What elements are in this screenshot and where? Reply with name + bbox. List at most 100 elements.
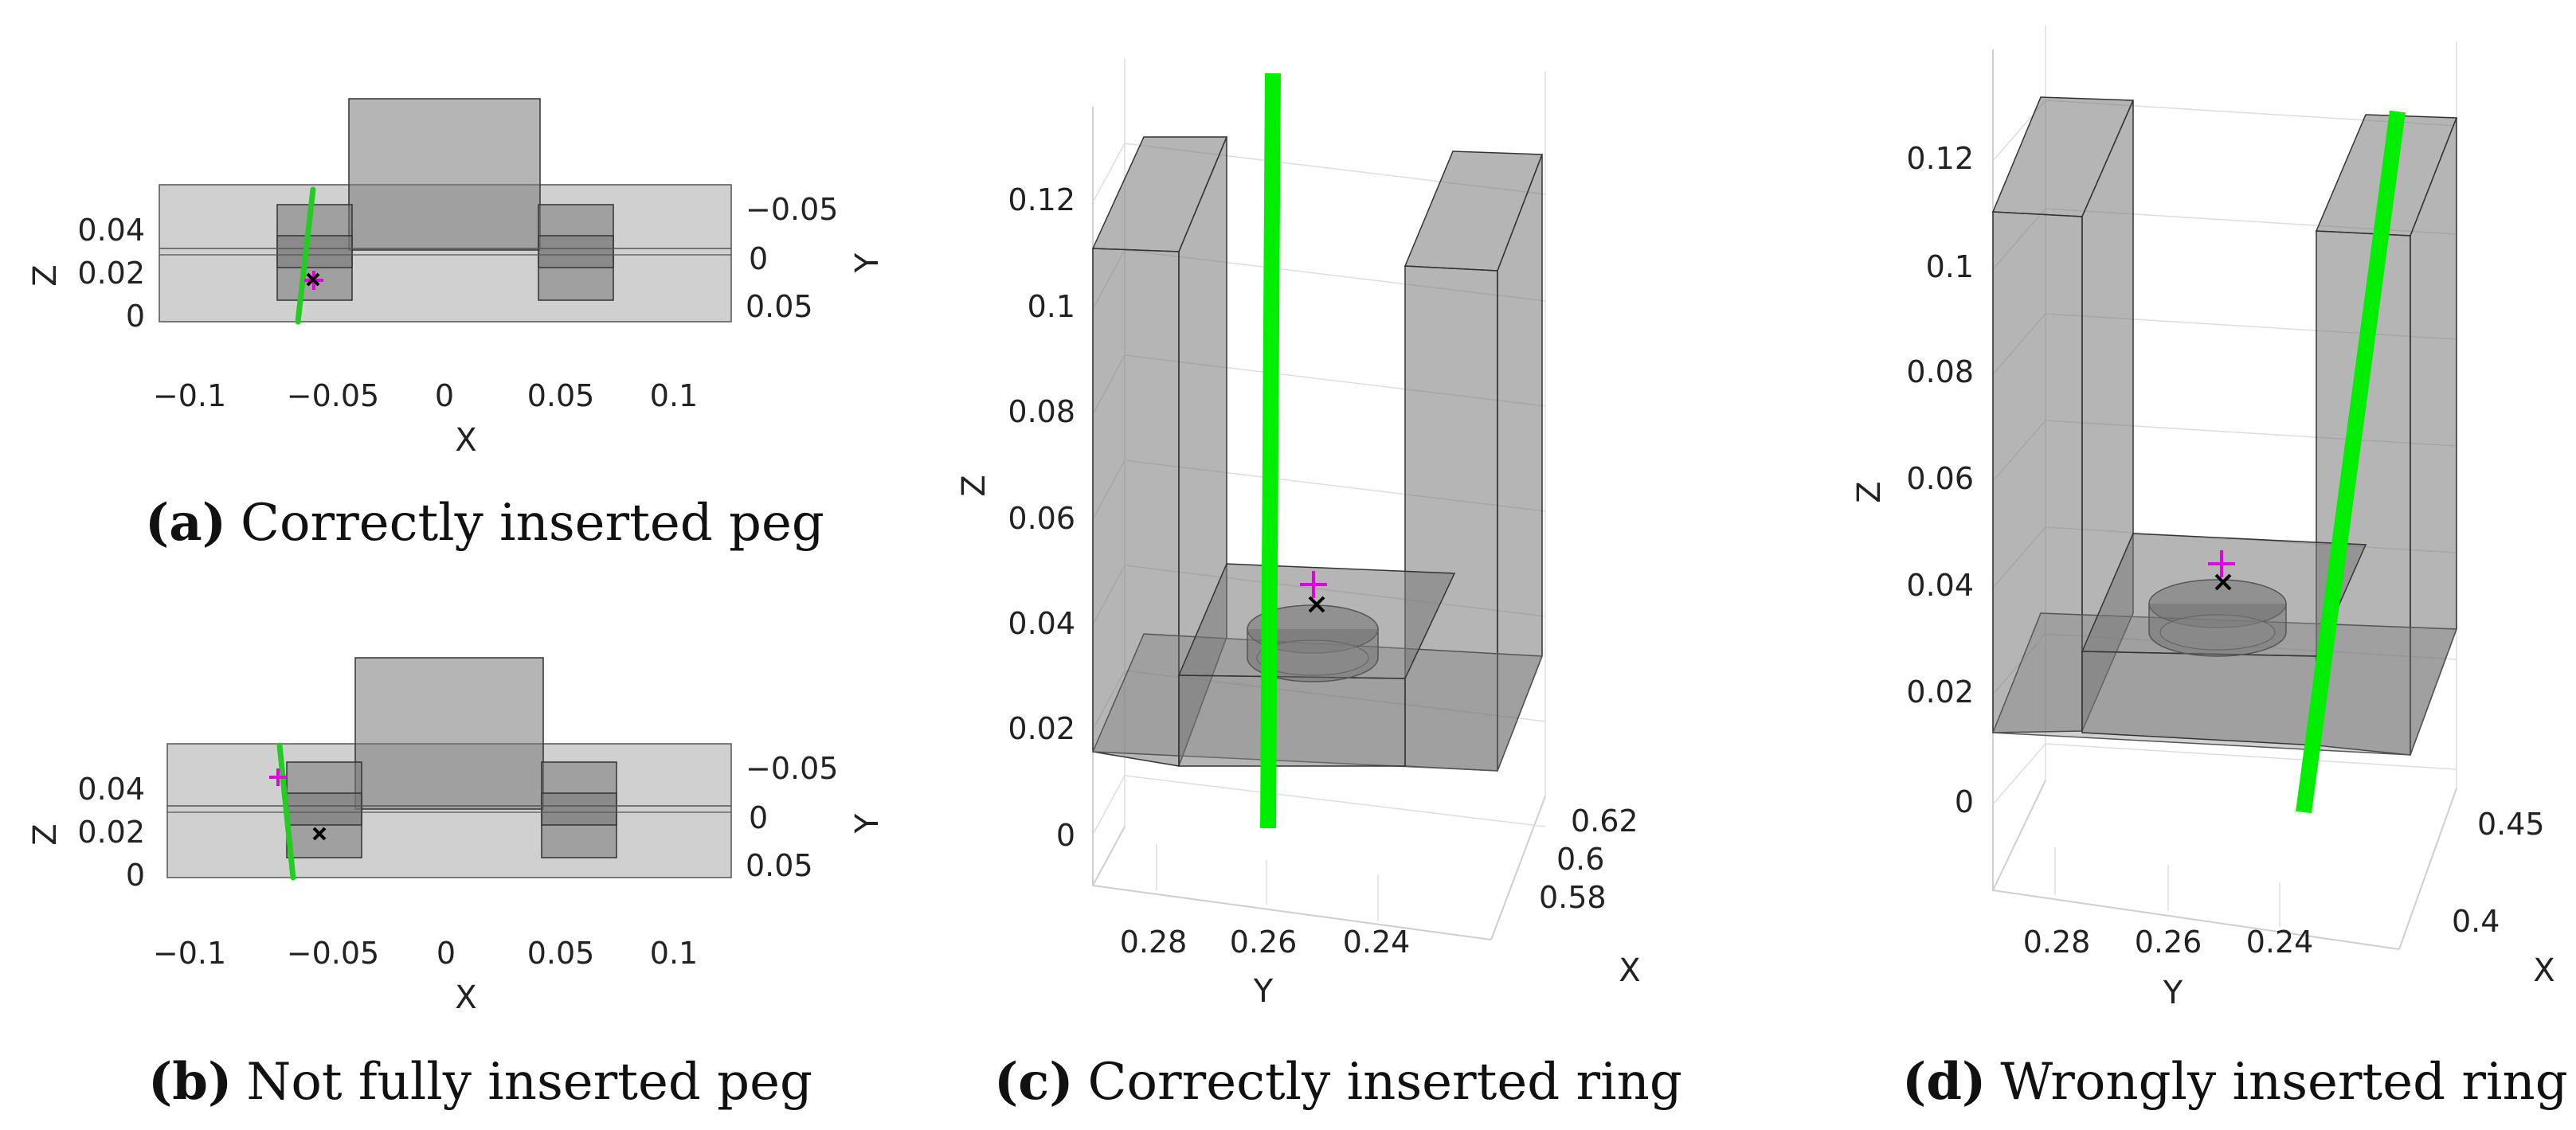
x-axis-label: X	[455, 422, 476, 459]
rod	[1260, 72, 1281, 829]
panel-d: 0.12 0.1 0.08 0.06 0.04 0.02 0 Z 0.28 0.…	[1851, 25, 2568, 1112]
z-tick: 0	[1056, 818, 1075, 853]
z-tick: 0.08	[1008, 394, 1075, 429]
y-tick: 0.26	[2135, 925, 2202, 960]
actual-x-marker	[306, 272, 320, 287]
y-tick: 0.28	[1120, 925, 1188, 960]
z-tick: 0.1	[1926, 249, 1974, 284]
z-tick: 0.06	[1008, 501, 1075, 536]
cup-front	[2081, 651, 2317, 746]
z-axis-label: Z	[27, 823, 64, 845]
ring-inner	[2159, 614, 2276, 651]
x-tick: 0.05	[527, 378, 595, 413]
right-hole-inner	[541, 792, 617, 826]
target-plus-marker	[1300, 571, 1327, 598]
panel-b: −0.1 −0.05 0 0.05 0.1 X 0.04 0.02 0 Z −0…	[27, 657, 886, 1112]
z-tick: 0.04	[77, 213, 145, 248]
ring-inner	[1256, 639, 1369, 676]
x-axis-line	[1490, 796, 1546, 940]
panel-b-scene	[166, 657, 732, 881]
x-axis-label: X	[455, 979, 476, 1016]
z-tick: 0.1	[1028, 289, 1075, 324]
panel-caption: (c) Correctly inserted ring	[994, 1052, 1682, 1112]
x-axis-label: X	[1619, 952, 1640, 989]
caption-letter: (b)	[148, 1052, 232, 1112]
panel-caption: (a) Correctly inserted peg	[145, 493, 824, 553]
x-tick: 0.1	[650, 936, 698, 971]
panel-a: −0.1 −0.05 0 0.05 0.1 X 0.04 0.02 0 Z −0…	[27, 98, 886, 553]
target-plus-marker	[269, 768, 287, 786]
z-tick: 0	[126, 858, 145, 893]
y-gridlines	[2054, 847, 2280, 927]
x-tick: 0.4	[2452, 904, 2500, 939]
z-tick: 0.08	[1906, 354, 1974, 389]
y-tick: 0.24	[1343, 925, 1411, 960]
x-tick: 0.45	[2477, 807, 2545, 842]
caption-text: Correctly inserted ring	[1088, 1053, 1682, 1112]
z-tick: 0.04	[1906, 568, 1974, 603]
z-tick: 0	[1955, 784, 1974, 819]
actual-x-marker	[1308, 596, 1325, 613]
panel-a-scene	[159, 98, 732, 325]
actual-x-marker	[2214, 573, 2232, 591]
z-tick: 0	[126, 299, 145, 334]
x-tick: 0.05	[527, 936, 595, 971]
panel-c-scene	[1091, 72, 1544, 829]
left-hole-inner	[286, 792, 362, 826]
z-tick: 0.02	[77, 256, 145, 291]
y-tick: 0.05	[746, 289, 813, 324]
y-axis-label: Y	[849, 252, 886, 273]
x-tick: 0	[437, 936, 456, 971]
right-hole-inner	[538, 235, 614, 268]
center-block	[348, 98, 541, 251]
z-axis-label: Z	[1851, 481, 1888, 502]
ring-side	[1247, 629, 1379, 682]
y-axis-label: Y	[2163, 975, 2183, 1011]
panel-c: 0.12 0.1 0.08 0.06 0.04 0.02 0 Z 0.28 0.…	[956, 59, 1682, 1112]
x-axis-label: X	[2533, 952, 2554, 989]
z-tick: 0.02	[77, 815, 145, 850]
x-tick: 0.6	[1556, 842, 1604, 877]
floor-axis	[1092, 826, 1126, 886]
rod	[2296, 110, 2406, 814]
x-tick: 0.58	[1539, 880, 1607, 915]
ring-side	[2148, 604, 2287, 657]
x-tick: −0.05	[287, 378, 379, 413]
center-block	[354, 657, 544, 810]
x-tick: 0.1	[650, 378, 698, 413]
x-tick: −0.1	[153, 936, 226, 971]
left-hole-inner	[276, 235, 353, 268]
z-tick: 0.04	[1008, 606, 1075, 641]
caption-text: Not fully inserted peg	[246, 1053, 812, 1112]
target-plus-marker	[2208, 550, 2235, 577]
actual-x-marker	[312, 827, 327, 841]
caption-text: Correctly inserted peg	[241, 494, 824, 553]
y-tick: 0	[749, 241, 768, 276]
z-tick: 0.02	[1008, 711, 1075, 746]
panel-caption: (b) Not fully inserted peg	[148, 1052, 812, 1112]
x-axis-line	[2398, 788, 2457, 950]
z-tick: 0.02	[1906, 674, 1974, 710]
y-tick: 0.05	[746, 848, 813, 883]
y-tick: −0.05	[746, 751, 838, 786]
panel-d-scene	[1991, 96, 2458, 814]
z-tick: 0.04	[77, 772, 145, 807]
cup-front	[1178, 674, 1406, 767]
z-tick: 0.12	[1008, 182, 1075, 217]
caption-text: Wrongly inserted ring	[2000, 1053, 2567, 1112]
y-tick: 0	[749, 800, 768, 835]
x-tick: −0.05	[287, 936, 379, 971]
z-tick: 0.06	[1906, 461, 1974, 496]
y-tick: −0.05	[746, 192, 838, 227]
z-axis-label: Z	[27, 264, 64, 286]
x-tick: −0.1	[153, 378, 226, 413]
z-axis-label: Z	[956, 475, 992, 496]
peg-rod	[276, 742, 296, 881]
z-tick: 0.12	[1906, 141, 1974, 176]
y-axis-label: Y	[1253, 973, 1274, 1010]
floor-axis	[1992, 780, 2046, 891]
caption-letter: (d)	[1902, 1052, 1986, 1112]
y-tick: 0.26	[1230, 925, 1298, 960]
y-tick: 0.24	[2246, 925, 2314, 960]
